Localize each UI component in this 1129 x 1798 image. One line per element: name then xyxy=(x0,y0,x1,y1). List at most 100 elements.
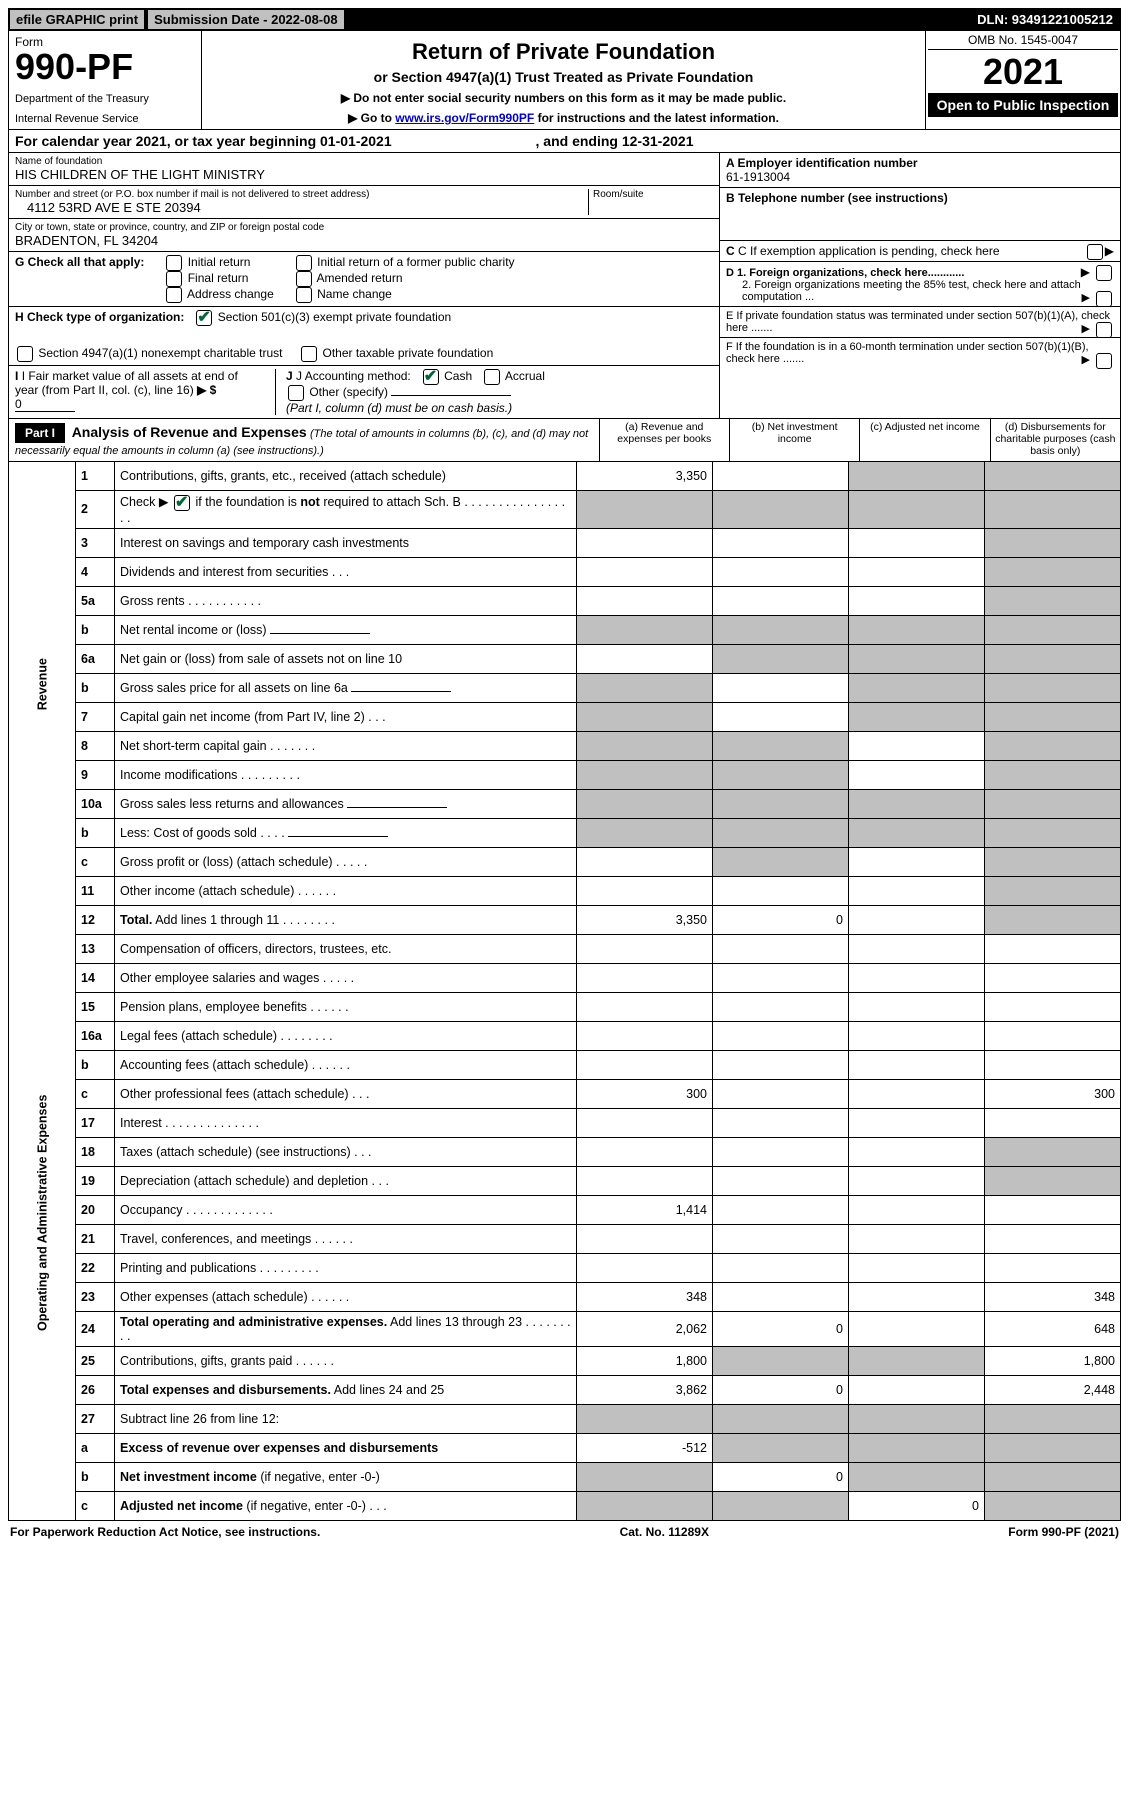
amount-cell: 300 xyxy=(985,1079,1121,1108)
foreign-85-checkbox[interactable] xyxy=(1096,291,1112,307)
amount-cell xyxy=(713,702,849,731)
line-description: Subtract line 26 from line 12: xyxy=(115,1404,577,1433)
accrual-checkbox[interactable] xyxy=(484,369,500,385)
line-description: Gross rents . . . . . . . . . . . xyxy=(115,586,577,615)
form-title: Return of Private Foundation xyxy=(212,39,915,65)
amount-cell xyxy=(713,1108,849,1137)
table-row: 15Pension plans, employee benefits . . .… xyxy=(9,992,1121,1021)
amount-cell xyxy=(713,1253,849,1282)
amount-cell xyxy=(849,1346,985,1375)
line-description: Depreciation (attach schedule) and deple… xyxy=(115,1166,577,1195)
amount-cell xyxy=(985,1137,1121,1166)
line-number: 16a xyxy=(76,1021,115,1050)
amount-cell xyxy=(713,1433,849,1462)
foreign-org-checkbox[interactable] xyxy=(1096,265,1112,281)
e-cell: E If private foundation status was termi… xyxy=(720,307,1120,338)
exemption-pending-checkbox[interactable] xyxy=(1087,244,1103,260)
amount-cell xyxy=(985,491,1121,529)
line-number: 13 xyxy=(76,934,115,963)
cash-checkbox[interactable] xyxy=(423,369,439,385)
table-row: 11Other income (attach schedule) . . . .… xyxy=(9,876,1121,905)
line-number: 11 xyxy=(76,876,115,905)
amount-cell xyxy=(985,760,1121,789)
amount-cell xyxy=(985,1050,1121,1079)
amount-cell xyxy=(713,615,849,644)
amended-return-checkbox[interactable] xyxy=(296,271,312,287)
4947a1-checkbox[interactable] xyxy=(17,346,33,362)
line-description: Capital gain net income (from Part IV, l… xyxy=(115,702,577,731)
line-description: Check ▶ if the foundation is not require… xyxy=(115,491,577,529)
line-description: Gross sales less returns and allowances xyxy=(115,789,577,818)
amount-cell xyxy=(849,586,985,615)
amount-cell xyxy=(849,1166,985,1195)
table-row: 3Interest on savings and temporary cash … xyxy=(9,528,1121,557)
line-number: 25 xyxy=(76,1346,115,1375)
table-row: bAccounting fees (attach schedule) . . .… xyxy=(9,1050,1121,1079)
initial-return-checkbox[interactable] xyxy=(166,255,182,271)
dln-label: DLN: 93491221005212 xyxy=(971,10,1119,29)
amount-cell xyxy=(713,1195,849,1224)
tax-year: 2021 xyxy=(928,50,1118,93)
table-row: 4Dividends and interest from securities … xyxy=(9,557,1121,586)
terminated-checkbox[interactable] xyxy=(1096,322,1112,338)
table-row: bLess: Cost of goods sold . . . . xyxy=(9,818,1121,847)
60month-checkbox[interactable] xyxy=(1096,353,1112,369)
table-row: cAdjusted net income (if negative, enter… xyxy=(9,1491,1121,1520)
table-row: aExcess of revenue over expenses and dis… xyxy=(9,1433,1121,1462)
line-description: Dividends and interest from securities .… xyxy=(115,557,577,586)
amount-cell xyxy=(577,818,713,847)
amount-cell: 1,414 xyxy=(577,1195,713,1224)
part1-table: Revenue1Contributions, gifts, grants, et… xyxy=(8,462,1121,1521)
amount-cell xyxy=(985,1224,1121,1253)
table-row: 25Contributions, gifts, grants paid . . … xyxy=(9,1346,1121,1375)
paperwork-notice: For Paperwork Reduction Act Notice, see … xyxy=(10,1525,320,1539)
amount-cell xyxy=(577,702,713,731)
line-number: 10a xyxy=(76,789,115,818)
table-row: 6aNet gain or (loss) from sale of assets… xyxy=(9,644,1121,673)
address-change-checkbox[interactable] xyxy=(166,287,182,303)
amount-cell: 1,800 xyxy=(577,1346,713,1375)
line-number: 21 xyxy=(76,1224,115,1253)
initial-former-checkbox[interactable] xyxy=(296,255,312,271)
amount-cell xyxy=(849,934,985,963)
line-number: 8 xyxy=(76,731,115,760)
line-description: Legal fees (attach schedule) . . . . . .… xyxy=(115,1021,577,1050)
line-number: 24 xyxy=(76,1311,115,1346)
amount-cell xyxy=(985,1491,1121,1520)
col-d-head: (d) Disbursements for charitable purpose… xyxy=(990,419,1120,461)
line-number: 23 xyxy=(76,1282,115,1311)
name-change-checkbox[interactable] xyxy=(296,287,312,303)
line-description: Net rental income or (loss) xyxy=(115,615,577,644)
line-description: Other income (attach schedule) . . . . .… xyxy=(115,876,577,905)
other-taxable-checkbox[interactable] xyxy=(301,346,317,362)
amount-cell: 0 xyxy=(713,1375,849,1404)
amount-cell xyxy=(985,1462,1121,1491)
line-number: c xyxy=(76,1079,115,1108)
schb-checkbox[interactable] xyxy=(174,495,190,511)
amount-cell xyxy=(713,1491,849,1520)
amount-cell xyxy=(713,644,849,673)
table-row: 24Total operating and administrative exp… xyxy=(9,1311,1121,1346)
amount-cell xyxy=(713,586,849,615)
table-row: 27Subtract line 26 from line 12: xyxy=(9,1404,1121,1433)
amount-cell: 3,350 xyxy=(577,462,713,491)
table-row: 2Check ▶ if the foundation is not requir… xyxy=(9,491,1121,529)
table-row: Operating and Administrative Expenses12T… xyxy=(9,905,1121,934)
amount-cell xyxy=(577,1050,713,1079)
other-method-checkbox[interactable] xyxy=(288,385,304,401)
line-number: c xyxy=(76,1491,115,1520)
amount-cell xyxy=(577,491,713,529)
amount-cell xyxy=(577,876,713,905)
amount-cell xyxy=(713,731,849,760)
table-row: 26Total expenses and disbursements. Add … xyxy=(9,1375,1121,1404)
table-row: 16aLegal fees (attach schedule) . . . . … xyxy=(9,1021,1121,1050)
amount-cell xyxy=(985,789,1121,818)
irs-link[interactable]: www.irs.gov/Form990PF xyxy=(395,111,534,125)
city-cell: City or town, state or province, country… xyxy=(9,219,719,252)
amount-cell xyxy=(577,934,713,963)
line-description: Total operating and administrative expen… xyxy=(115,1311,577,1346)
final-return-checkbox[interactable] xyxy=(166,271,182,287)
form-header: Form 990-PF Department of the Treasury I… xyxy=(8,31,1121,130)
calendar-year-row: For calendar year 2021, or tax year begi… xyxy=(8,130,1121,153)
501c3-checkbox[interactable] xyxy=(196,310,212,326)
